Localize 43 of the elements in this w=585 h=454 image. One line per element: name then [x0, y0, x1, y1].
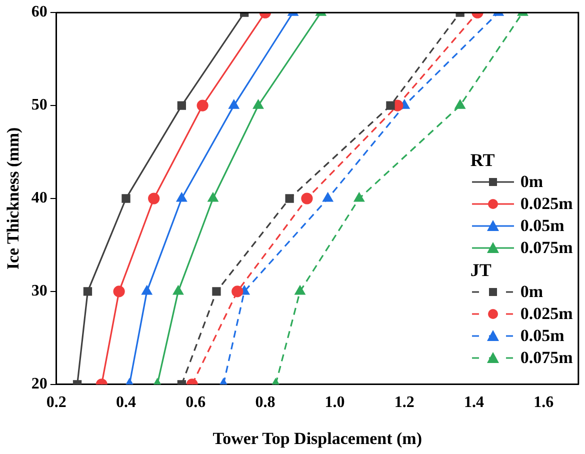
x-tick-label: 1.4	[464, 394, 484, 412]
point	[177, 101, 186, 110]
legend-label: 0.075m	[520, 346, 573, 368]
legend-label: 0.025m	[520, 302, 573, 324]
point	[196, 100, 208, 112]
point	[176, 192, 187, 202]
point	[354, 192, 364, 202]
point	[386, 101, 395, 110]
annotation: RT	[470, 148, 496, 170]
point	[173, 286, 184, 295]
x-tick-label: 1.2	[394, 394, 414, 412]
point	[113, 286, 125, 298]
y-axis-title: Ice Thickness (mm)	[4, 127, 23, 270]
legend-label: 0m	[520, 170, 544, 192]
x-tick-label: 1.6	[534, 394, 554, 412]
legend-label: 0.025m	[520, 192, 573, 214]
point	[285, 194, 294, 203]
legend-label: 0.05m	[520, 214, 564, 236]
x-tick-label: 0.2	[46, 394, 66, 412]
x-tick-label: 1.0	[324, 394, 345, 412]
y-tick-label: 40	[31, 190, 48, 207]
point	[322, 192, 333, 202]
y-tick-label: 50	[31, 96, 48, 114]
annotation: JT	[470, 258, 492, 280]
point	[301, 192, 313, 204]
y-tick-label: 60	[31, 4, 48, 21]
point	[232, 286, 244, 298]
point	[212, 287, 221, 296]
point	[148, 192, 160, 204]
legend-label: 0.075m	[520, 236, 573, 258]
x-tick-label: 0.4	[116, 394, 136, 412]
point	[142, 286, 152, 295]
legend-label: 0m	[520, 280, 544, 302]
point	[208, 192, 218, 202]
x-tick-label: 0.8	[255, 394, 276, 412]
x-axis-title: Tower Top Displacement (m)	[212, 429, 422, 448]
y-tick-label: 30	[31, 282, 48, 300]
legend-label: 0.05m	[520, 324, 564, 346]
point	[294, 286, 306, 295]
point	[83, 287, 92, 296]
x-tick-label: 0.6	[186, 394, 206, 412]
y-tick-label: 20	[31, 376, 48, 393]
point	[122, 194, 130, 203]
